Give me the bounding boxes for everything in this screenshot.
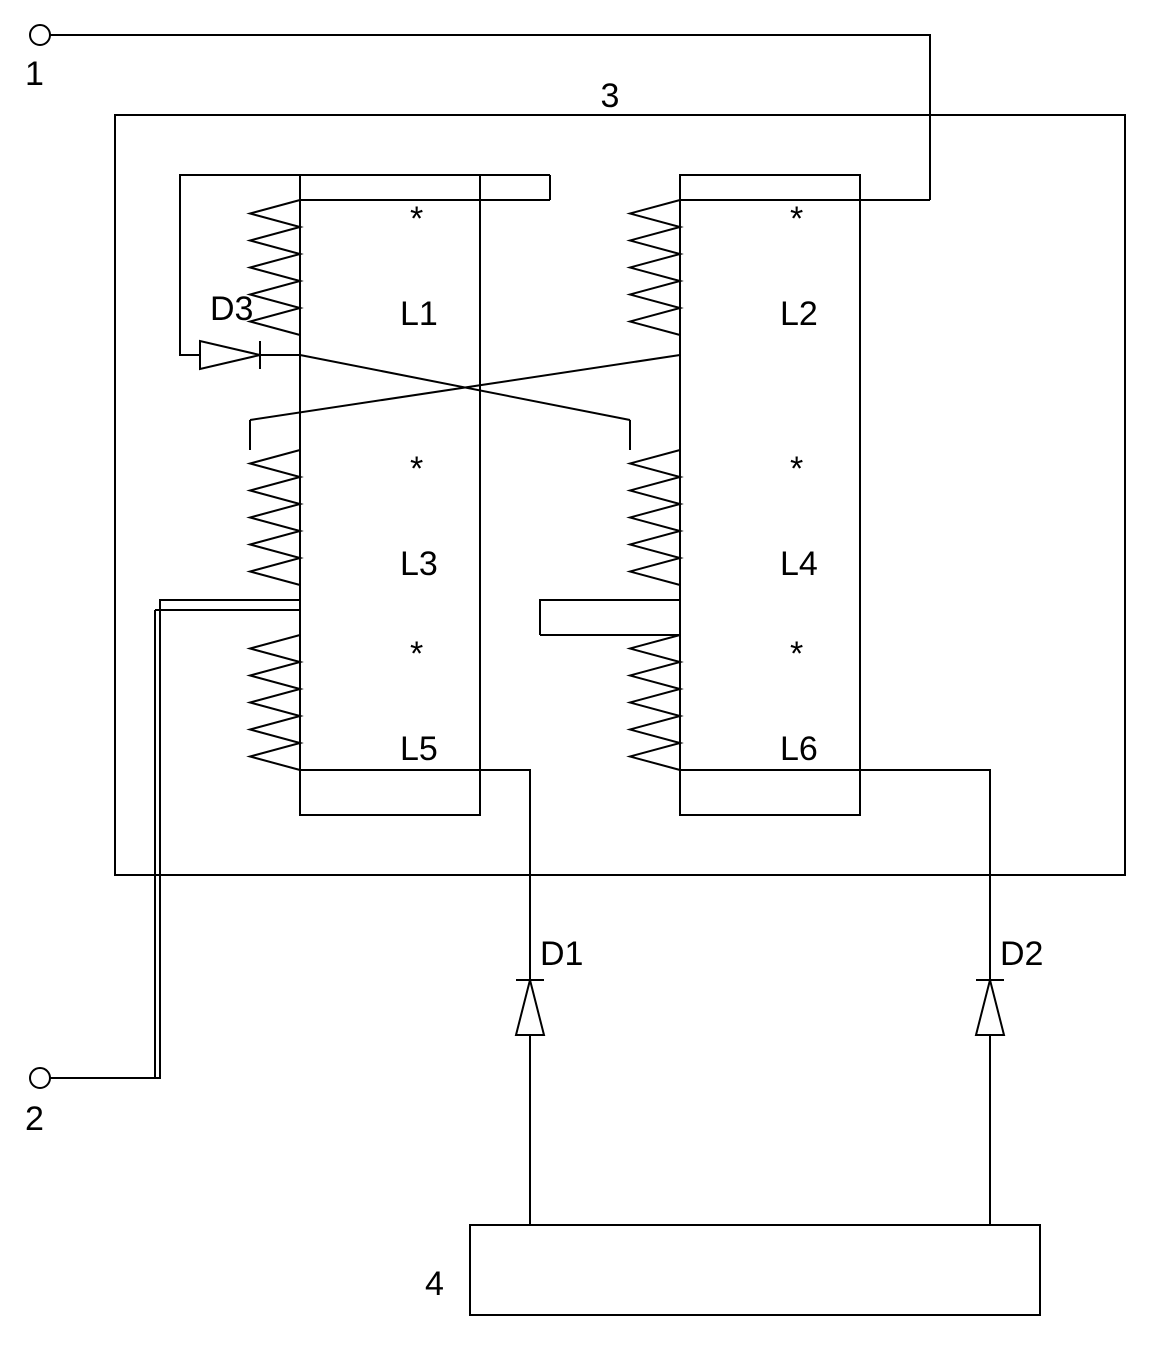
diode-d3-label: D3 — [210, 290, 253, 328]
core-label: 3 — [601, 77, 620, 115]
diode-d2-triangle — [976, 980, 1004, 1035]
winding-L6-dot: * — [790, 635, 803, 673]
winding-L5-label: L5 — [400, 730, 438, 768]
wire-2 — [180, 175, 550, 355]
terminal-t2-label: 2 — [25, 1100, 44, 1138]
winding-L2 — [630, 200, 680, 335]
winding-L3-dot: * — [410, 450, 423, 488]
circuit-diagram: 3 * L1 * L2 * L3 * L4 * L5 * L6 D3 D1 D2 1 2 4 — [0, 0, 1155, 1345]
terminal-t1 — [30, 25, 50, 45]
wire-9 — [540, 585, 680, 635]
terminal-t2 — [30, 1068, 50, 1088]
winding-L3-label: L3 — [400, 545, 438, 583]
block-4-label: 4 — [425, 1265, 444, 1303]
winding-L4 — [630, 450, 680, 585]
winding-L6-label: L6 — [780, 730, 818, 768]
winding-L5-dot: * — [410, 635, 423, 673]
winding-L4-dot: * — [790, 450, 803, 488]
diode-d1-label: D1 — [540, 935, 583, 973]
winding-L1 — [250, 200, 300, 335]
wire-8 — [50, 585, 300, 1078]
winding-L5 — [250, 635, 300, 770]
wire-6 — [250, 355, 680, 420]
core-leg-1 — [300, 175, 480, 815]
winding-L4-label: L4 — [780, 545, 818, 583]
terminal-t1-label: 1 — [25, 55, 44, 93]
diode-d3-triangle — [200, 341, 260, 369]
winding-L6 — [630, 635, 680, 770]
winding-L2-label: L2 — [780, 295, 818, 333]
wire-10 — [155, 610, 300, 635]
diode-d1-triangle — [516, 980, 544, 1035]
block-4 — [470, 1225, 1040, 1315]
winding-L2-dot: * — [790, 200, 803, 238]
diode-d2-label: D2 — [1000, 935, 1043, 973]
core-leg-2 — [680, 175, 860, 815]
winding-L1-label: L1 — [400, 295, 438, 333]
winding-L1-dot: * — [410, 200, 423, 238]
winding-L3 — [250, 450, 300, 585]
